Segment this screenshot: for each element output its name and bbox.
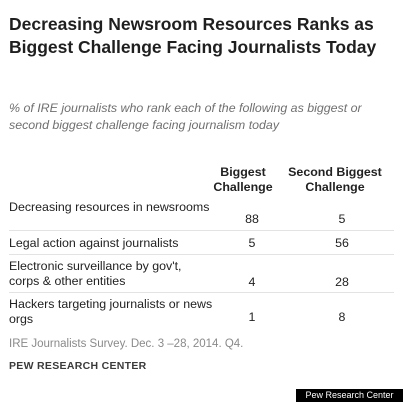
column-header-second-biggest: Second Biggest Challenge [288,165,382,194]
row-label: Electronic surveillance by gov't, corps … [9,259,182,288]
image-credit: Pew Research Center [296,389,403,402]
row-value-biggest: 5 [248,236,256,250]
row-value-biggest: 88 [245,212,259,226]
row-value-biggest: 4 [248,275,256,289]
row-label: Hackers targeting journalists or news or… [9,297,213,326]
row-value-second: 5 [338,212,346,226]
source-note: IRE Journalists Survey. Dec. 3 –28, 2014… [9,338,244,350]
column-header-biggest: Biggest Challenge [213,165,273,194]
row-divider [9,230,394,231]
row-value-second: 56 [335,236,349,250]
organization-name: PEW RESEARCH CENTER [9,360,147,372]
chart-title: Decreasing Newsroom Resources Ranks as B… [9,14,377,57]
row-divider [9,254,394,255]
row-label: Legal action against journalists [9,236,179,250]
row-value-second: 28 [335,275,349,289]
row-value-biggest: 1 [248,310,256,324]
row-divider [9,292,394,293]
chart-subtitle: % of IRE journalists who rank each of th… [9,101,362,132]
row-value-second: 8 [338,310,346,324]
row-label: Decreasing resources in newsrooms [9,200,210,214]
